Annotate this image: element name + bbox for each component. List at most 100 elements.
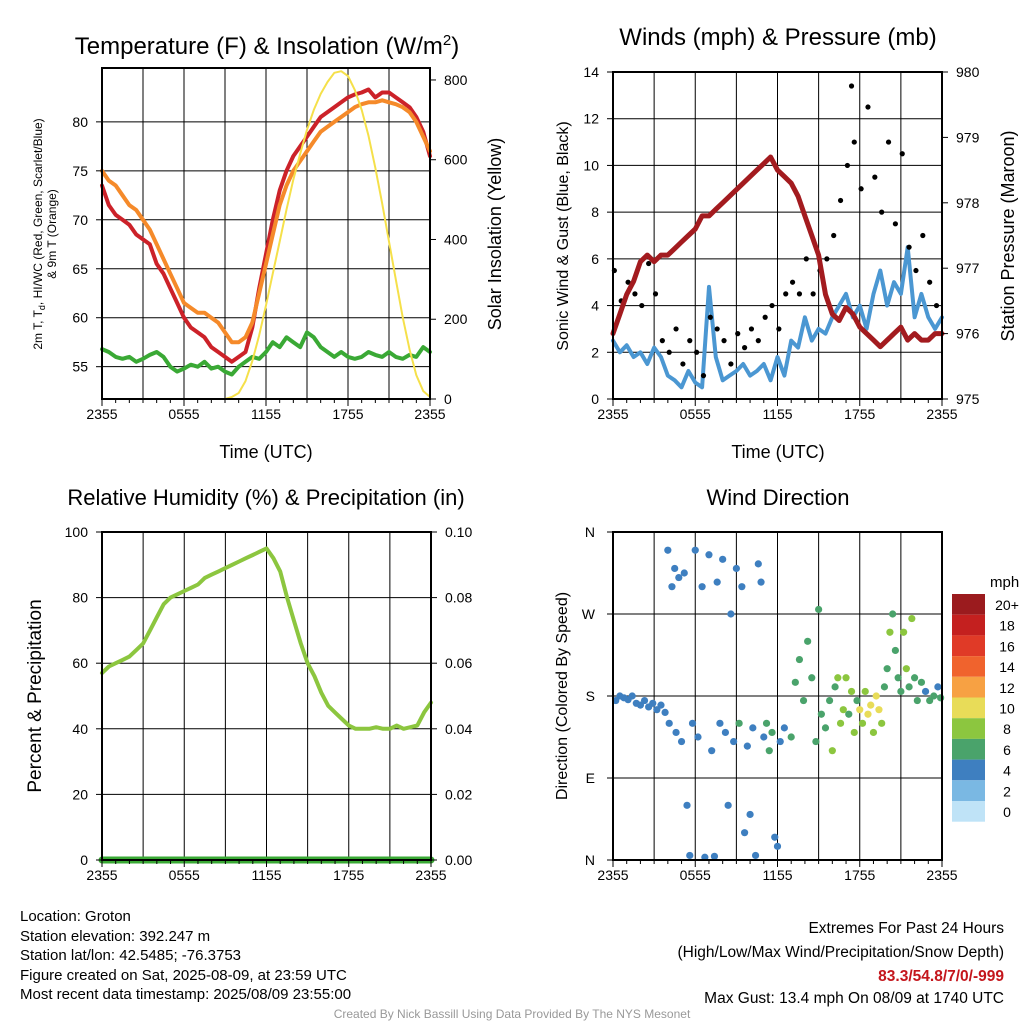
direction-point xyxy=(735,719,743,727)
colorbar-label: 14 xyxy=(999,659,1015,675)
direction-ylabel-left: Direction (Colored By Speed) xyxy=(554,592,571,800)
x-tick-label: 1755 xyxy=(332,406,363,422)
direction-point xyxy=(754,560,762,568)
direction-point xyxy=(878,719,886,727)
y-tick-label: 60 xyxy=(72,310,88,326)
direction-point xyxy=(937,694,945,702)
x-tick-label: 1155 xyxy=(251,867,281,883)
direction-point xyxy=(808,674,816,682)
y2-tick-label: 0 xyxy=(444,391,452,407)
gust-point xyxy=(632,291,638,297)
gust-point xyxy=(742,345,748,351)
colorbar-label: 4 xyxy=(1003,763,1011,779)
gust-point xyxy=(639,302,645,309)
winds-ylabel-left: Sonic Wind & Gust (Blue, Black) xyxy=(555,121,572,350)
gust-point xyxy=(652,291,659,297)
temperature-grid xyxy=(102,68,430,399)
direction-point xyxy=(847,687,856,696)
gust-point xyxy=(899,151,905,157)
gust-point xyxy=(707,314,713,320)
extremes-title: Extremes For Past 24 Hours xyxy=(808,920,1004,937)
gust-point xyxy=(837,197,844,204)
colorbar-label: 18 xyxy=(999,618,1015,634)
y-tick-label: 14 xyxy=(583,64,599,80)
y-tick-label: 55 xyxy=(72,359,88,375)
gust-point xyxy=(906,244,912,250)
x-tick-label: 2355 xyxy=(926,406,957,422)
direction-point xyxy=(886,628,894,636)
station-location: Location: Groton xyxy=(20,908,131,925)
direction-point xyxy=(889,610,897,618)
direction-point xyxy=(910,674,919,682)
y-tick-label: 2 xyxy=(591,344,599,360)
direction-point xyxy=(677,737,686,746)
x-tick-label: 0555 xyxy=(680,406,711,422)
direction-point xyxy=(858,719,867,727)
direction-point xyxy=(730,737,738,746)
x-tick-label: 0555 xyxy=(169,867,200,883)
extremes-box: Extremes For Past 24 Hours (High/Low/Max… xyxy=(678,917,1005,1009)
y2-tick-label: 800 xyxy=(444,72,468,88)
temperature-ylabel-left-line2: & 9m T (Orange) xyxy=(45,189,59,279)
direction-point xyxy=(913,696,921,705)
y-tick-label: 75 xyxy=(72,163,88,179)
x-tick-label: 1755 xyxy=(844,406,875,422)
direction-point xyxy=(765,747,773,755)
direction-point xyxy=(787,733,795,741)
y2-tick-label: 200 xyxy=(444,311,468,327)
direction-point xyxy=(839,706,847,714)
direction-point xyxy=(749,724,757,732)
direction-point xyxy=(905,683,913,691)
direction-point xyxy=(771,833,779,841)
gust-point xyxy=(933,302,940,309)
gust-point xyxy=(789,279,796,285)
direction-grid xyxy=(613,532,942,860)
y-tick-label: 6 xyxy=(591,251,599,267)
y-tick-label: W xyxy=(582,606,596,622)
direction-point xyxy=(831,683,839,691)
series-2m-t xyxy=(100,87,432,364)
gust-point xyxy=(694,349,700,355)
gust-point xyxy=(748,326,755,332)
colorbar-swatch xyxy=(952,676,985,698)
y2-tick-label: 979 xyxy=(956,129,980,145)
direction-point xyxy=(710,852,719,860)
gust-point xyxy=(659,338,665,344)
x-tick-label: 2355 xyxy=(926,867,957,883)
gust-point xyxy=(714,326,720,332)
direction-point xyxy=(864,710,872,718)
max-gust: Max Gust: 13.4 mph On 08/09 at 1740 UTC xyxy=(704,990,1004,1007)
y2-tick-label: 0.10 xyxy=(445,524,472,540)
direction-point xyxy=(900,628,908,636)
temperature-ylabel-right: Solar Insolation (Yellow) xyxy=(485,138,505,330)
gust-point xyxy=(879,209,885,215)
y-tick-label: 100 xyxy=(65,524,89,540)
direction-point xyxy=(757,578,765,586)
direction-point xyxy=(680,569,688,577)
direction-point xyxy=(861,687,869,696)
colorbar-swatch xyxy=(952,697,985,719)
direction-point xyxy=(921,687,930,696)
series-relative-humidity xyxy=(100,546,433,731)
gust-point xyxy=(831,232,837,239)
x-tick-label: 2355 xyxy=(414,406,445,422)
direction-point xyxy=(908,614,916,623)
direction-series xyxy=(612,546,945,861)
gust-point xyxy=(680,361,686,367)
direction-point xyxy=(688,719,697,727)
y-tick-label: 0 xyxy=(80,852,88,868)
credit-line: Created By Nick Bassill Using Data Provi… xyxy=(333,1007,691,1021)
x-tick-label: 0555 xyxy=(680,867,711,883)
direction-point xyxy=(741,829,749,837)
direction-point xyxy=(902,665,910,673)
direction-point xyxy=(691,546,699,554)
winds-ticks: 2355 0555 1155 1755 235502468101214975976977… xyxy=(583,64,979,422)
direction-point xyxy=(867,701,875,709)
gust-point xyxy=(625,279,631,285)
y-tick-label: 4 xyxy=(591,298,599,314)
direction-point xyxy=(768,728,776,737)
colorbar-swatch xyxy=(952,656,985,677)
x-tick-label: 2355 xyxy=(597,867,628,883)
temperature-panel: Temperature (F) & Insolation (W/m2) 2355… xyxy=(31,32,505,462)
